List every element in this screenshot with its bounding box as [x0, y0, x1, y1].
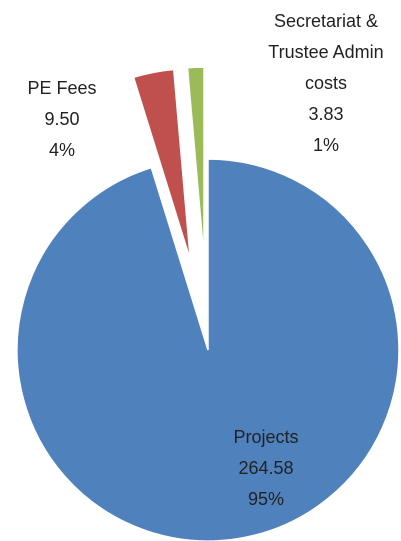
slice-label: PE Fees 9.50 4%	[2, 73, 122, 166]
category-label: PE Fees	[27, 78, 97, 98]
slice-label: Projects 264.58 95%	[196, 422, 336, 515]
slice-label: Secretariat & Trustee Admin costs 3.83 1%	[246, 6, 401, 161]
category-label: Projects	[233, 427, 299, 447]
value-label: 3.83	[308, 104, 344, 124]
pie-slice	[186, 66, 205, 259]
percent-label: 1%	[312, 135, 339, 155]
value-label: 9.50	[44, 109, 80, 129]
percent-label: 95%	[247, 489, 285, 509]
category-label: Secretariat & Trustee Admin costs	[268, 11, 384, 93]
pie-slice	[16, 158, 400, 541]
percent-label: 4%	[48, 140, 75, 160]
pie-slice	[132, 68, 192, 260]
value-label: 264.58	[238, 458, 294, 478]
